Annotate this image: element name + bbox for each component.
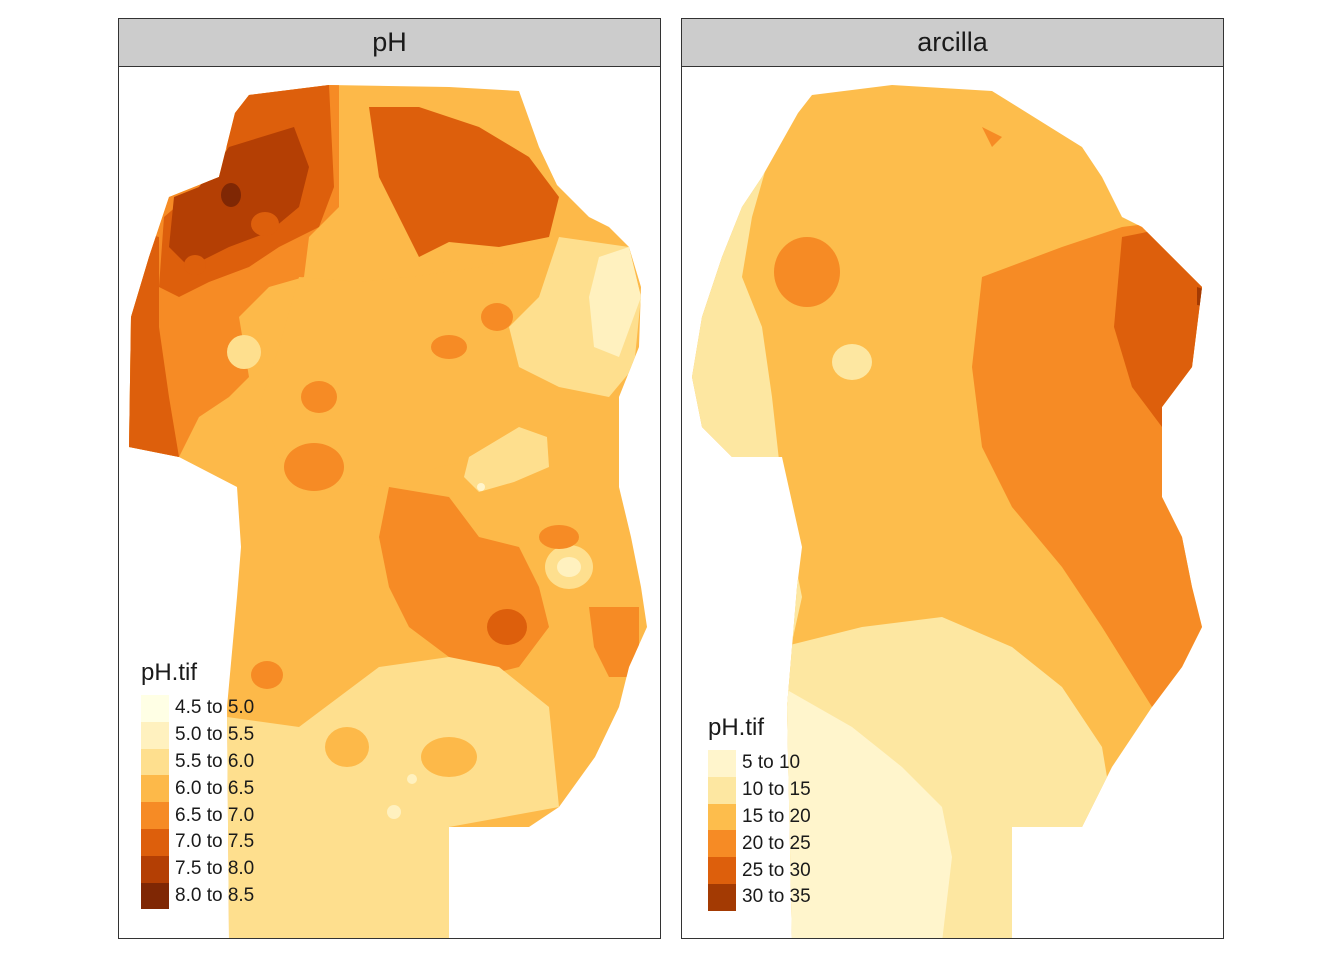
arcilla-legend-item: 30 to 35 [708, 883, 811, 911]
arcilla-legend-swatch [708, 857, 736, 884]
ph-legend-item: 8.0 to 8.5 [141, 882, 255, 910]
panel-title-ph: pH [119, 19, 660, 67]
arcilla-legend-item: 25 to 30 [708, 857, 811, 884]
ph-legend-swatch [141, 802, 169, 829]
arcilla-legend-swatch [708, 830, 736, 858]
arcilla-legend-item: 5 to 10 [708, 750, 811, 777]
ph-legend-label: 8.0 to 8.5 [175, 884, 255, 906]
ph-legend-item: 5.5 to 6.0 [141, 748, 255, 776]
arcilla-legend-title: pH.tif [708, 714, 765, 741]
map-panel-arcilla: arcilla pH.tif 5 to 10 10 to [681, 18, 1224, 939]
map-panel-ph: pH [118, 18, 661, 939]
arcilla-raster-map [692, 85, 1202, 938]
ph-legend-swatch [141, 855, 169, 883]
arcilla-legend-swatch [708, 776, 736, 804]
ph-legend: pH.tif 4.5 to 5.0 5.0 to 5.5 5.5 to 6.0 6.0… [141, 659, 255, 910]
arcilla-legend-swatch [708, 883, 736, 911]
arcilla-legend-item: 20 to 25 [708, 830, 811, 858]
arcilla-legend: pH.tif 5 to 10 10 to 15 15 to 20 20 to 25 25… [708, 714, 811, 911]
arcilla-legend-label: 30 to 35 [742, 886, 811, 908]
ph-legend-item: 4.5 to 5.0 [141, 695, 254, 722]
arcilla-legend-swatch [708, 750, 736, 777]
ph-legend-label: 4.5 to 5.0 [175, 697, 255, 719]
ph-legend-label: 5.5 to 6.0 [175, 750, 255, 772]
ph-legend-item: 7.5 to 8.0 [141, 855, 255, 883]
ph-legend-swatch [141, 695, 169, 722]
ph-legend-swatch [141, 721, 169, 749]
ph-legend-item: 6.0 to 6.5 [141, 775, 255, 803]
arcilla-legend-label: 5 to 10 [742, 752, 801, 774]
ph-legend-swatch [141, 882, 169, 910]
ph-legend-item: 6.5 to 7.0 [141, 802, 254, 829]
ph-legend-swatch [141, 748, 169, 776]
panel-title-arcilla: arcilla [682, 19, 1223, 67]
ph-legend-item: 7.0 to 7.5 [141, 828, 255, 856]
ph-legend-swatch [141, 828, 169, 856]
ph-legend-title: pH.tif [141, 659, 198, 686]
arcilla-legend-label: 20 to 25 [742, 832, 811, 854]
arcilla-legend-item: 15 to 20 [708, 803, 811, 831]
ph-legend-label: 7.5 to 8.0 [175, 858, 255, 880]
ph-legend-swatch [141, 775, 169, 803]
arcilla-legend-item: 10 to 15 [708, 776, 811, 804]
arcilla-legend-label: 15 to 20 [742, 805, 811, 827]
ph-legend-label: 7.0 to 7.5 [175, 831, 255, 853]
arcilla-legend-label: 10 to 15 [742, 779, 811, 801]
ph-legend-label: 5.0 to 5.5 [175, 724, 255, 746]
arcilla-legend-swatch [708, 803, 736, 831]
arcilla-legend-label: 25 to 30 [742, 859, 811, 881]
ph-legend-item: 5.0 to 5.5 [141, 721, 255, 749]
ph-legend-label: 6.5 to 7.0 [175, 804, 255, 826]
ph-legend-label: 6.0 to 6.5 [175, 777, 255, 799]
ph-raster-map [129, 85, 647, 938]
